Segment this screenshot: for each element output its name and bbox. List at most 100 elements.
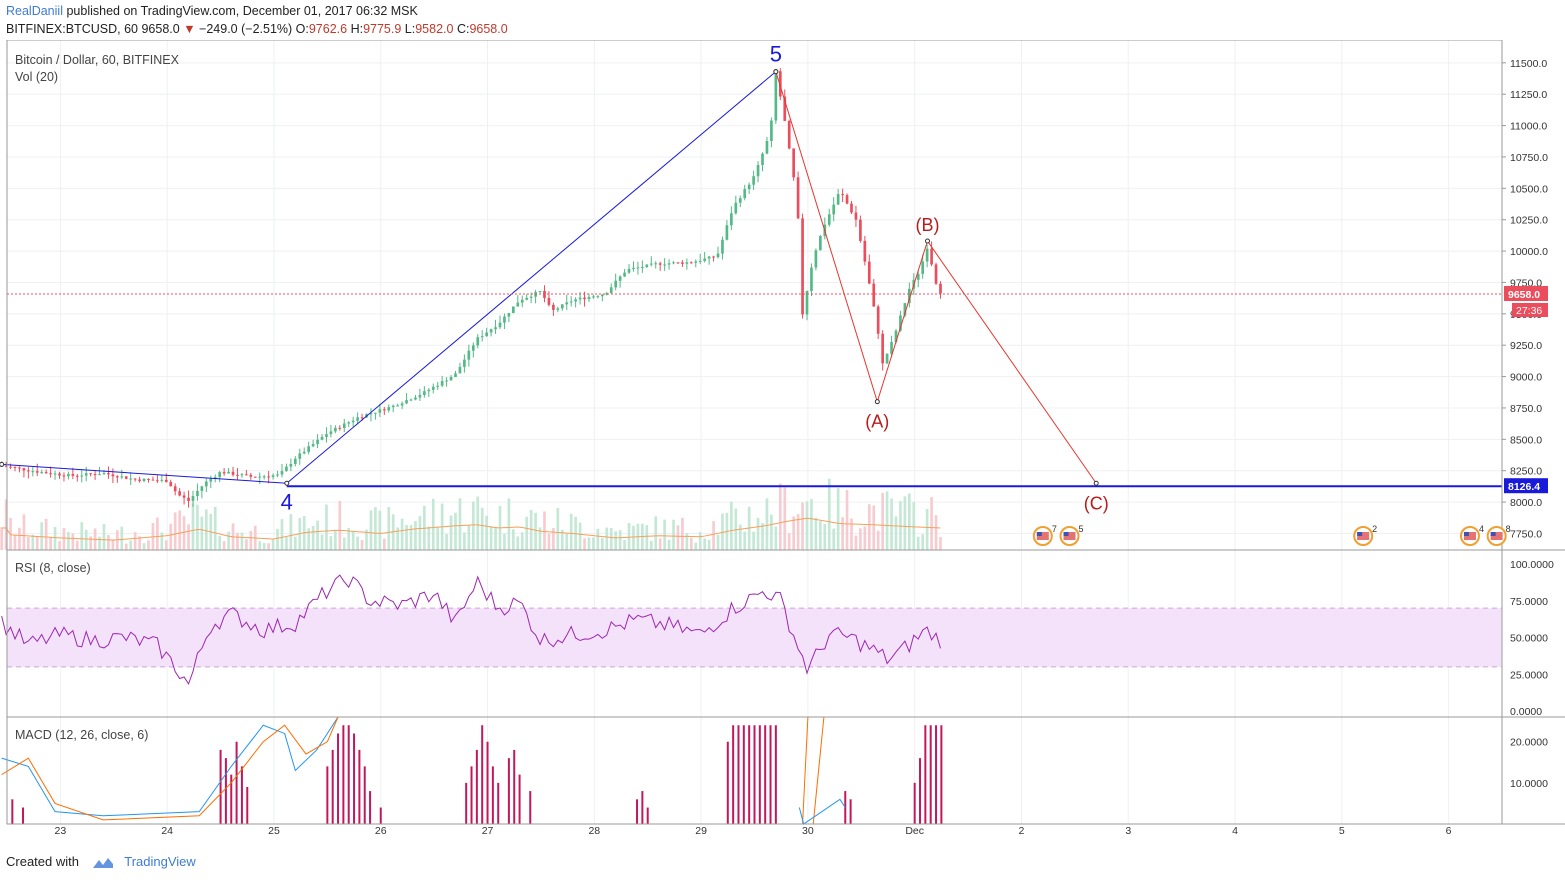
- candle-body: [400, 403, 404, 406]
- volume-bar: [338, 500, 342, 550]
- candle-body: [778, 71, 782, 97]
- candle-body: [743, 189, 747, 199]
- candle-body: [391, 405, 395, 408]
- volume-bar: [13, 534, 17, 550]
- price-tick-label: 8500.0: [1510, 434, 1542, 446]
- candle-body: [903, 303, 907, 316]
- candle-body: [765, 140, 769, 154]
- candle-body: [467, 350, 471, 360]
- candle-body: [618, 276, 622, 281]
- wave-label-A: (A): [865, 412, 889, 432]
- candle-body: [75, 475, 79, 477]
- candle-body: [173, 486, 177, 492]
- wave-label-C: (C): [1084, 493, 1109, 513]
- candle-body: [623, 272, 626, 277]
- volume-bar: [400, 518, 404, 550]
- macd-tick-label: 10.0000: [1510, 778, 1548, 790]
- volume-bar: [191, 503, 195, 550]
- volume-bar: [182, 516, 186, 550]
- candle-body: [276, 474, 279, 476]
- volume-bar: [783, 487, 787, 550]
- volume-bar: [810, 498, 813, 550]
- wave-point: [874, 399, 880, 405]
- candle-body: [756, 164, 760, 177]
- time-tick-label: 26: [375, 825, 387, 837]
- author-link[interactable]: RealDaniil: [6, 4, 63, 18]
- candle-body: [885, 353, 889, 364]
- candle-body: [654, 263, 658, 265]
- volume-bar: [31, 534, 35, 550]
- candle-body: [730, 213, 733, 226]
- candle-body: [850, 203, 853, 213]
- volume-bar: [111, 539, 115, 550]
- low-label: L:: [404, 22, 416, 36]
- candle-body: [503, 316, 506, 323]
- volume-bar: [609, 528, 613, 550]
- volume-bar: [823, 523, 827, 550]
- candle-body: [160, 479, 164, 481]
- tradingview-logo-icon: [92, 857, 113, 868]
- candle-body: [810, 267, 813, 291]
- volume-bar: [738, 524, 742, 550]
- candle-body: [774, 71, 778, 121]
- candle-body: [387, 407, 391, 411]
- time-tick-label: 4: [1232, 825, 1238, 837]
- volume-bar: [805, 501, 809, 550]
- volume-bar: [164, 540, 168, 550]
- candle-body: [930, 248, 933, 265]
- candle-body: [27, 470, 30, 472]
- signal-line: [1, 716, 339, 821]
- macd-tick-label: 20.0000: [1510, 737, 1548, 749]
- candle-body: [476, 337, 480, 346]
- publish-line: RealDaniil published on TradingView.com,…: [6, 4, 418, 18]
- volume-bar: [520, 532, 524, 550]
- volume-bar: [516, 536, 520, 550]
- volume-bar: [547, 533, 551, 550]
- volume-bar: [471, 501, 475, 550]
- candle-body: [921, 261, 925, 274]
- candle-body: [859, 219, 862, 241]
- candle-body: [405, 400, 408, 404]
- time-tick-label: 23: [55, 825, 67, 837]
- volume-bar: [930, 497, 933, 550]
- volume-bar: [213, 506, 217, 550]
- flag-stripes: [1036, 532, 1049, 540]
- candle-body: [783, 96, 787, 121]
- wave-point: [284, 480, 290, 486]
- flag-stripes: [1357, 532, 1370, 540]
- volume-bar: [489, 526, 493, 550]
- volume-bar: [374, 507, 377, 550]
- trading-chart[interactable]: 54(A)(B)(C) 7750.08000.08250.08500.08750…: [0, 40, 1565, 852]
- volume-bar: [618, 530, 622, 550]
- volume-bar: [485, 515, 488, 550]
- volume-bar: [792, 516, 795, 550]
- volume-bar: [560, 529, 564, 550]
- candle-body: [752, 176, 755, 185]
- volume-bar: [587, 537, 591, 550]
- volume-bar: [449, 515, 453, 550]
- volume-bar: [409, 525, 413, 550]
- tradingview-brand-link[interactable]: TradingView: [124, 854, 196, 869]
- volume-bar: [872, 505, 876, 550]
- candle-body: [841, 194, 844, 196]
- candle-body: [707, 256, 711, 259]
- price-tick-label: 11250.0: [1510, 89, 1547, 101]
- volume-bar: [507, 498, 511, 550]
- candle-body: [494, 327, 497, 330]
- candle-body: [271, 475, 275, 477]
- candle-body: [574, 299, 577, 302]
- volume-bar: [778, 483, 782, 550]
- volume-bar: [538, 527, 542, 550]
- volume-bar: [218, 535, 222, 550]
- candle-body: [156, 480, 159, 482]
- candle-body: [311, 444, 315, 447]
- candle-body: [360, 417, 364, 419]
- volume-bar: [921, 534, 925, 550]
- volume-bar: [307, 528, 311, 550]
- candle-body: [98, 474, 101, 476]
- volume-bar: [320, 534, 324, 550]
- candle-body: [667, 263, 671, 265]
- volume-bar: [596, 528, 600, 550]
- time-tick-label: 28: [588, 825, 600, 837]
- low-value: 9582.0: [415, 22, 454, 36]
